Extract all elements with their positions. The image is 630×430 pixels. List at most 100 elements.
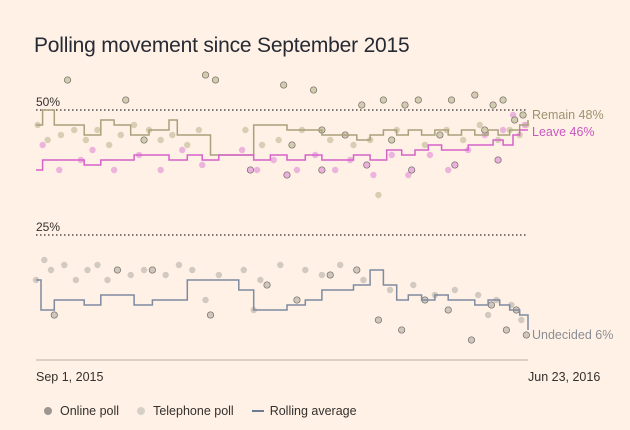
reference-lines: 50% 25% [36,95,528,236]
leave-online-poll-dot [246,166,254,174]
x-tick-label-end: Jun 23, 2016 [528,370,600,384]
undecided-telephone-poll-dot [360,276,367,284]
legend-item-rolling-average: Rolling average [251,404,357,418]
undecided-rolling-average-line [36,269,529,330]
undecided-telephone-poll-dot [189,266,196,274]
remain-telephone-poll-dot [375,191,382,199]
remain-online-poll-dot [511,116,519,124]
rolling-average-lines [36,109,529,330]
leave-telephone-poll-dot [110,166,118,174]
legend-item-online: Online poll [44,404,119,418]
remain-telephone-poll-dot [327,136,334,144]
undecided-telephone-poll-dot [162,271,169,279]
undecided-telephone-poll-dot [302,266,309,274]
legend-dot-icon [137,407,146,415]
x-tick-label-start: Sep 1, 2015 [36,370,103,384]
remain-telephone-poll-dot [421,141,429,149]
remain-telephone-poll-dot [130,121,138,129]
leave-online-poll-dot [494,156,502,164]
undecided-online-poll-dot [398,326,406,334]
leave-online-poll-dot [451,161,459,169]
legend-label: Rolling average [269,404,357,418]
legend-label: Online poll [60,404,120,418]
undecided-telephone-poll-dot [277,261,284,269]
undecided-online-poll-dot [148,266,156,274]
legend-item-telephone: Telephone poll [137,404,234,418]
leave-telephone-poll-dot [405,171,412,179]
chart-title: Polling movement since September 2015 [34,34,410,57]
remain-end-label: Remain 48% [532,108,604,122]
remain-telephone-poll-dot [94,126,101,134]
remain-rolling-average-line [36,109,529,156]
leave-telephone-poll-dot [388,151,395,159]
poll-dots [32,71,530,344]
remain-telephone-poll-dot [44,136,51,144]
remain-online-poll-dot [519,111,527,119]
remain-telephone-poll-dot [476,121,483,129]
remain-telephone-poll-dot [105,141,113,149]
leave-telephone-poll-dot [39,141,46,149]
undecided-telephone-poll-dot [386,286,394,294]
undecided-telephone-poll-dot [94,261,101,269]
leave-telephone-poll-dot [293,166,301,174]
leave-telephone-poll-dot [56,166,63,174]
reference-label: 50% [36,95,60,109]
undecided-online-poll-dot [293,296,301,304]
undecided-telephone-poll-dot [41,256,48,264]
undecided-telephone-poll-dot [72,276,80,284]
remain-telephone-poll-dot [82,136,90,144]
undecided-telephone-poll-dot [47,266,55,274]
undecided-online-poll-dot [487,301,495,309]
undecided-online-poll-dot [263,281,271,289]
leave-telephone-poll-dot [270,156,277,164]
remain-online-poll-dot [481,126,489,134]
remain-online-poll-dot [310,86,318,94]
legend-line-icon [251,410,264,412]
leave-telephone-poll-dot [370,171,377,179]
undecided-telephone-poll-dot [451,286,459,294]
remain-online-poll-dot [140,136,148,144]
remain-telephone-poll-dot [157,136,164,144]
remain-online-poll-dot [401,101,409,109]
undecided-telephone-poll-dot [484,311,492,319]
remain-telephone-poll-dot [275,136,282,144]
remain-online-poll-dot [201,71,210,79]
undecided-online-poll-dot [374,316,382,324]
undecided-online-poll-dot [353,266,361,274]
leave-telephone-poll-dot [253,166,261,174]
remain-online-poll-dot [288,141,296,149]
leave-rolling-average-line [36,129,528,171]
reference-label: 25% [36,220,60,234]
undecided-telephone-poll-dot [240,266,247,274]
undecided-telephone-poll-dot [127,271,134,279]
undecided-online-poll-dot [50,311,58,319]
undecided-end-label: Undecided 6% [532,328,613,342]
remain-online-poll-dot [388,136,396,144]
remain-telephone-poll-dot [117,131,124,139]
leave-online-poll-dot [363,161,371,169]
remain-online-poll-dot [447,96,456,104]
remain-online-poll-dot [379,96,387,104]
remain-online-poll-dot [436,131,444,139]
leave-telephone-poll-dot [199,161,206,169]
leave-telephone-poll-dot [426,151,434,159]
leave-telephone-poll-dot [238,146,246,154]
x-axis: Sep 1, 2015 Jun 23, 2016 [36,359,600,384]
undecided-telephone-poll-dot [518,316,525,324]
undecided-telephone-poll-dot [215,271,223,279]
remain-online-poll-dot [499,96,507,104]
undecided-telephone-poll-dot [336,261,344,269]
leave-online-poll-dot [283,171,291,179]
undecided-telephone-poll-dot [202,296,209,304]
leave-telephone-poll-dot [89,146,96,154]
series-end-labels: Remain 48% Leave 46% Undecided 6% [532,108,613,342]
legend-dot-icon [44,407,52,415]
legend-label: Telephone poll [153,404,234,418]
remain-telephone-poll-dot [57,131,65,139]
undecided-online-poll-dot [113,266,121,274]
undecided-online-poll-dot [467,336,476,344]
remain-online-poll-dot [211,76,220,84]
undecided-online-poll-dot [326,271,334,279]
